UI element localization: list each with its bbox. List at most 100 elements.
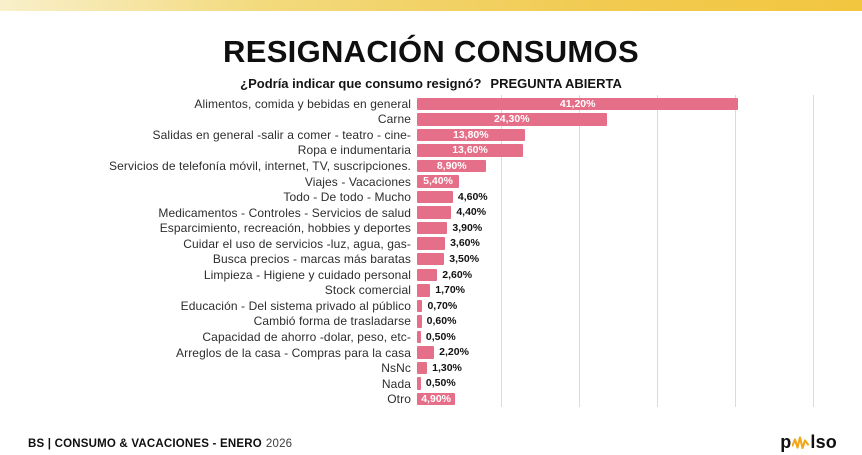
source-year: 2026 — [265, 438, 293, 450]
source-text: BS | CONSUMO & VACACIONES - ENERO — [28, 438, 262, 450]
bar-track: 41,20% — [417, 96, 807, 112]
bar-track: 4,60% — [417, 189, 807, 205]
bar-track: 8,90% — [417, 158, 807, 174]
chart-row: Cuidar el uso de servicios -luz, agua, g… — [0, 236, 862, 252]
bar-track: 3,90% — [417, 220, 807, 236]
gridline — [579, 95, 580, 407]
value-label: 2,20% — [439, 346, 469, 359]
bar-track: 2,60% — [417, 267, 807, 283]
chart-row: Stock comercial 1,70% — [0, 283, 862, 299]
category-label: Stock comercial — [324, 283, 411, 298]
bar — [417, 284, 431, 297]
category-label: Carne — [377, 112, 411, 127]
bar-track: 2,20% — [417, 345, 807, 361]
bar-track: 0,70% — [417, 298, 807, 314]
bar — [417, 190, 453, 204]
value-label: 0,70% — [427, 299, 458, 312]
bar-track: 5,40% — [417, 174, 807, 190]
chart-row: Medicamentos - Controles - Servicios de … — [0, 205, 862, 221]
bar-track: 4,40% — [417, 205, 807, 221]
subtitle-tag: PREGUNTA ABIERTA — [490, 76, 622, 91]
bar: 8,90% — [417, 159, 487, 173]
chart-rows: Alimentos, comida y bebidas en general 41… — [0, 96, 862, 407]
bar-track: 1,70% — [417, 283, 807, 299]
category-label: Alimentos, comida y bebidas en general — [194, 96, 411, 111]
value-label: 4,40% — [456, 206, 487, 219]
bar: 41,20% — [417, 97, 739, 110]
bar-track: 13,60% — [417, 143, 807, 159]
category-label: Nada — [381, 376, 411, 391]
bar-track: 0,50% — [417, 329, 807, 345]
value-label: 41,20% — [559, 97, 596, 110]
bar: 13,80% — [417, 128, 525, 142]
bar — [417, 330, 421, 344]
category-label: Ropa e indumentaria — [297, 143, 411, 158]
value-label: 5,40% — [423, 175, 453, 188]
logo-text-post: lso — [810, 432, 837, 452]
gridline — [657, 95, 658, 407]
value-label: 0,60% — [426, 315, 457, 328]
value-label: 3,90% — [452, 221, 483, 234]
bar-track: 0,60% — [417, 314, 807, 330]
bar — [417, 252, 445, 266]
category-label: Servicios de telefonía móvil, internet, … — [109, 158, 411, 173]
value-label: 0,50% — [425, 330, 456, 343]
chart-row: Esparcimiento, recreación, hobbies y dep… — [0, 220, 862, 236]
gridline — [501, 95, 502, 407]
chart-row: Carne 24,30% — [0, 112, 862, 128]
bar-track: 13,80% — [417, 127, 807, 143]
value-label: 1,30% — [432, 361, 462, 374]
chart-row: Limpieza - Higiene y cuidado personal 2,6… — [0, 267, 862, 283]
value-label: 13,80% — [453, 128, 489, 141]
chart-row: Todo - De todo - Mucho 4,60% — [0, 189, 862, 205]
category-label: Todo - De todo - Mucho — [283, 190, 411, 205]
top-accent-bar — [0, 0, 862, 11]
category-label: Arreglos de la casa - Compras para la ca… — [176, 345, 411, 360]
page-title: RESIGNACIÓN CONSUMOS — [223, 34, 639, 69]
value-label: 0,50% — [425, 377, 456, 390]
logo-text-pre: p — [780, 432, 792, 452]
page-subtitle: ¿Podría indicar que consumo resignó? PREG… — [0, 76, 862, 91]
value-label: 1,70% — [435, 284, 466, 297]
pulso-logo: p lso — [780, 432, 837, 453]
category-label: Limpieza - Higiene y cuidado personal — [203, 267, 411, 282]
bar — [417, 315, 422, 328]
grid-layer — [423, 95, 814, 407]
category-label: Otro — [387, 392, 411, 407]
chart-row: Otro 4,90% — [0, 391, 862, 407]
chart-row: NsNc 1,30% — [0, 360, 862, 376]
category-label: Medicamentos - Controles - Servicios de … — [158, 205, 411, 220]
bar: 13,60% — [417, 144, 524, 157]
category-label: Viajes - Vacaciones — [304, 174, 411, 189]
chart-row: Educación - Del sistema privado al públi… — [0, 298, 862, 314]
category-label: Esparcimiento, recreación, hobbies y dep… — [159, 221, 411, 236]
bar-track: 24,30% — [417, 112, 807, 128]
category-label: Capacidad de ahorro -dolar, peso, etc- — [202, 329, 411, 344]
bar — [417, 237, 446, 250]
bar — [417, 221, 448, 235]
value-label: 8,90% — [436, 159, 467, 172]
category-label: Salidas en general -salir a comer - teat… — [152, 127, 411, 142]
source-caption: BS | CONSUMO & VACACIONES - ENERO 2026 — [28, 438, 292, 450]
bar-track: 3,60% — [417, 236, 807, 252]
value-label: 4,60% — [457, 190, 488, 203]
chart-row: Busca precios - marcas más baratas 3,50% — [0, 251, 862, 267]
bar-track: 3,50% — [417, 251, 807, 267]
category-label: Cambió forma de trasladarse — [253, 314, 411, 329]
subtitle-question: ¿Podría indicar que consumo resignó? — [240, 76, 482, 91]
gridline — [813, 95, 814, 407]
value-label: 2,60% — [442, 268, 473, 281]
chart-row: Ropa e indumentaria 13,60% — [0, 143, 862, 159]
bar — [417, 268, 438, 282]
bar — [417, 299, 423, 313]
chart-row: Servicios de telefonía móvil, internet, … — [0, 158, 862, 174]
bar — [417, 206, 452, 219]
category-label: NsNc — [381, 361, 411, 376]
chart-row: Nada 0,50% — [0, 376, 862, 392]
bar-track: 0,50% — [417, 376, 807, 392]
bar-track: 4,90% — [417, 391, 807, 407]
chart-row: Salidas en general -salir a comer - teat… — [0, 127, 862, 143]
bar — [417, 377, 421, 390]
gridline — [735, 95, 736, 407]
